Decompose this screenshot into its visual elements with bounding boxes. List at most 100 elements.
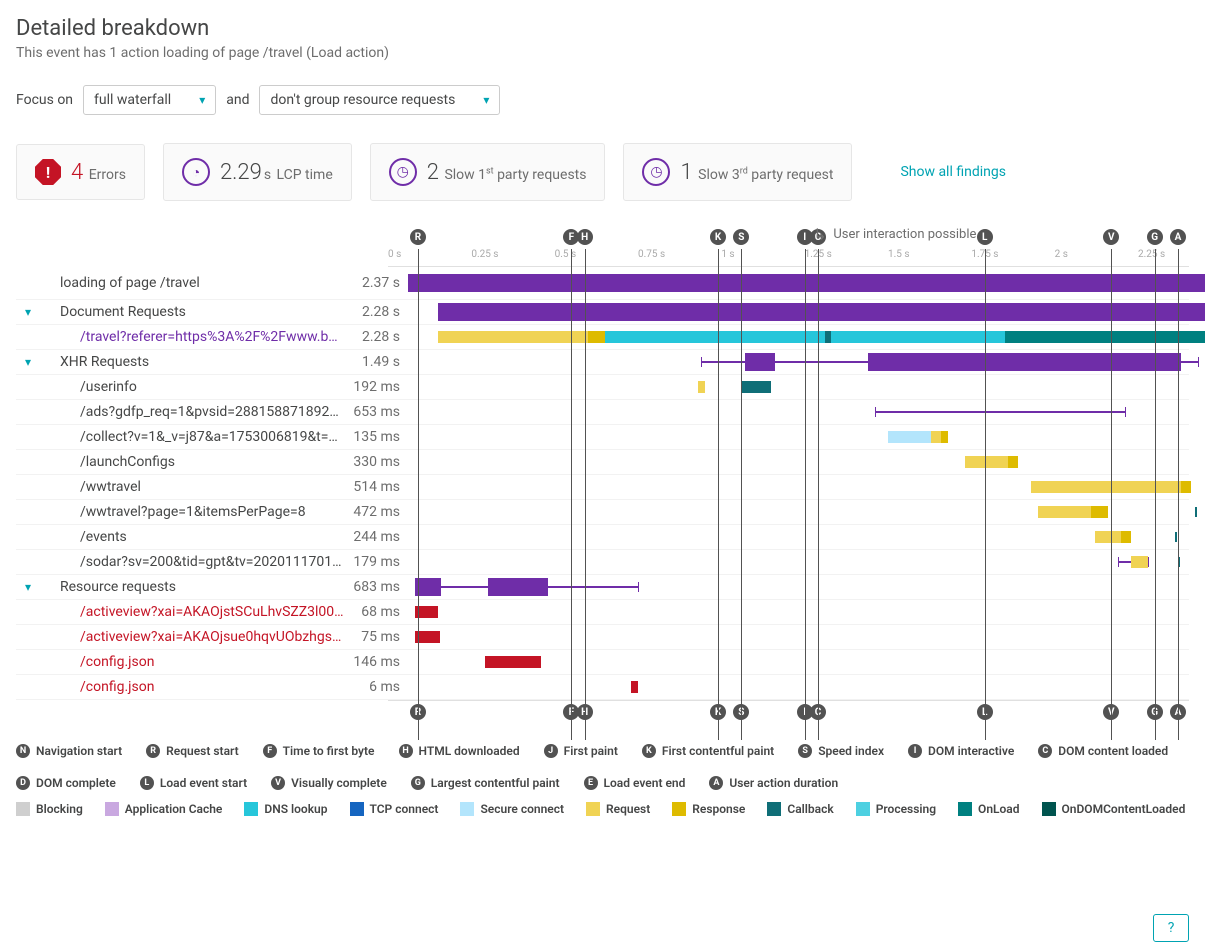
slow1-sup: st	[486, 166, 494, 176]
time-axis: 0 s0.25 s0.5 s0.75 s1 s1.25 s1.5 s1.75 s…	[388, 249, 1189, 267]
axis-tick: 1 s	[721, 249, 734, 260]
lcp-num: 2.29	[220, 160, 262, 185]
bar-segment	[438, 303, 1205, 321]
waterfall-row[interactable]: /launchConfigs330 ms	[16, 450, 1189, 475]
legend-color-item: Secure connect	[460, 802, 564, 816]
legend-marker-item: RRequest start	[146, 744, 239, 758]
legend-color-item: OnDOMContentLoaded	[1042, 802, 1186, 816]
marker-S: S	[733, 229, 749, 245]
bar-segment	[1121, 531, 1131, 543]
waterfall-row[interactable]: ▾XHR Requests1.49 s	[16, 350, 1189, 375]
waterfall-row[interactable]: /sodar?sv=200&tid=gpt&tv=2020111701&…179…	[16, 550, 1189, 575]
marker-V: V	[1103, 704, 1119, 720]
row-label: XHR Requests	[60, 354, 345, 370]
errors-card[interactable]: ! 4 Errors	[16, 144, 145, 200]
waterfall-select[interactable]: full waterfall ▾	[83, 85, 216, 115]
bar-segment	[698, 381, 705, 393]
waterfall-row[interactable]: ▾Document Requests2.28 s	[16, 300, 1189, 325]
slow-1st-card[interactable]: ◷ 2 Slow 1st party requests	[370, 143, 606, 201]
error-icon: !	[35, 159, 61, 185]
waterfall-row[interactable]: loading of page /travel2.37 s	[16, 267, 1189, 300]
row-duration: 146 ms	[345, 654, 408, 670]
waterfall-row[interactable]: /travel?referer=https%3A%2F%2Fwww.b…2.28…	[16, 325, 1189, 350]
marker-L: L	[977, 704, 993, 720]
row-duration: 179 ms	[345, 554, 408, 570]
axis-tick: 1.5 s	[888, 249, 910, 260]
collapse-toggle[interactable]: ▾	[16, 305, 40, 319]
bar-segment	[415, 631, 440, 643]
waterfall-row[interactable]: /config.json146 ms	[16, 650, 1189, 675]
waterfall-row[interactable]: /wwtravel?page=1&itemsPerPage=8472 ms	[16, 500, 1189, 525]
bar-segment	[741, 381, 771, 393]
row-bars	[408, 550, 1189, 574]
legend-color-item: Response	[672, 802, 745, 816]
and-label: and	[226, 92, 249, 108]
bar-segment	[1038, 506, 1091, 518]
row-label: /sodar?sv=200&tid=gpt&tv=2020111701&…	[80, 554, 345, 570]
row-duration: 75 ms	[345, 629, 408, 645]
legend-color-item: OnLoad	[958, 802, 1019, 816]
row-duration: 653 ms	[345, 404, 408, 420]
lcp-card[interactable]: ◔ 2.29s LCP time	[163, 143, 352, 201]
row-label: /launchConfigs	[80, 454, 345, 470]
row-duration: 68 ms	[345, 604, 408, 620]
collapse-toggle[interactable]: ▾	[16, 580, 40, 594]
row-bars	[408, 375, 1189, 399]
slow3-sup: rd	[740, 166, 748, 176]
legend-color-item: DNS lookup	[244, 802, 327, 816]
row-duration: 2.37 s	[345, 275, 408, 291]
slow-3rd-card[interactable]: ◷ 1 Slow 3rd party request	[623, 143, 852, 201]
bar-segment	[825, 331, 832, 343]
marker-C: C	[810, 704, 826, 720]
clock-icon: ◷	[642, 158, 670, 186]
show-all-findings-link[interactable]: Show all findings	[900, 163, 1006, 181]
bar-segment	[1181, 481, 1191, 493]
chevron-down-icon: ▾	[199, 93, 205, 107]
marker-K: K	[710, 704, 726, 720]
axis-tick: 0 s	[388, 249, 401, 260]
waterfall-row[interactable]: /collect?v=1&_v=j87&a=1753006819&t=p…135…	[16, 425, 1189, 450]
collapse-toggle[interactable]: ▾	[16, 355, 40, 369]
waterfall-row[interactable]: /userinfo192 ms	[16, 375, 1189, 400]
row-label: Resource requests	[60, 579, 345, 595]
slow1-pre: Slow 1	[444, 167, 486, 183]
marker-G: G	[1147, 229, 1163, 245]
errors-count: 4	[71, 160, 83, 185]
waterfall-row[interactable]: /activeview?xai=AKAOjstSCuLhvSZZ3l00…68 …	[16, 600, 1189, 625]
axis-tick: 0.25 s	[471, 249, 498, 260]
legend-marker-item: ELoad event end	[584, 776, 686, 790]
bar-segment	[605, 331, 825, 343]
slow1-num: 2	[427, 160, 439, 185]
legend-markers: NNavigation start RRequest start FTime to …	[16, 744, 1189, 790]
axis-tick: 0.5 s	[555, 249, 577, 260]
row-bars	[408, 650, 1189, 674]
row-label: /config.json	[80, 654, 345, 670]
waterfall-row[interactable]: /events244 ms	[16, 525, 1189, 550]
bar-segment	[438, 331, 588, 343]
waterfall-row[interactable]: /config.json6 ms	[16, 675, 1189, 700]
row-bars	[408, 325, 1189, 349]
row-duration: 192 ms	[345, 379, 408, 395]
waterfall-row[interactable]: /activeview?xai=AKAOjsue0hqvUObzhgs…75 m…	[16, 625, 1189, 650]
bar-segment	[415, 578, 442, 596]
legend-marker-item: FTime to first byte	[263, 744, 375, 758]
waterfall-row[interactable]: /ads?gdfp_req=1&pvsid=28815887189207…653…	[16, 400, 1189, 425]
row-label: /activeview?xai=AKAOjsue0hqvUObzhgs…	[80, 629, 345, 645]
bar-segment	[415, 606, 438, 618]
page-subtitle: This event has 1 action loading of page …	[16, 45, 1189, 61]
group-select[interactable]: don't group resource requests ▾	[259, 85, 500, 115]
legend-color-item: Blocking	[16, 802, 83, 816]
marker-K: K	[710, 229, 726, 245]
marker-A: A	[1170, 229, 1186, 245]
legend-color-item: Request	[586, 802, 650, 816]
marker-G: G	[1147, 704, 1163, 720]
bar-segment	[1091, 506, 1108, 518]
help-button[interactable]: ?	[1153, 914, 1189, 942]
axis-tick: 1.25 s	[805, 249, 832, 260]
waterfall-row[interactable]: ▾Resource requests683 ms	[16, 575, 1189, 600]
legend-marker-item: NNavigation start	[16, 744, 122, 758]
bar-segment	[931, 431, 941, 443]
legend-color-item: Processing	[856, 802, 936, 816]
waterfall-row[interactable]: /wwtravel514 ms	[16, 475, 1189, 500]
bar-segment	[488, 578, 548, 596]
